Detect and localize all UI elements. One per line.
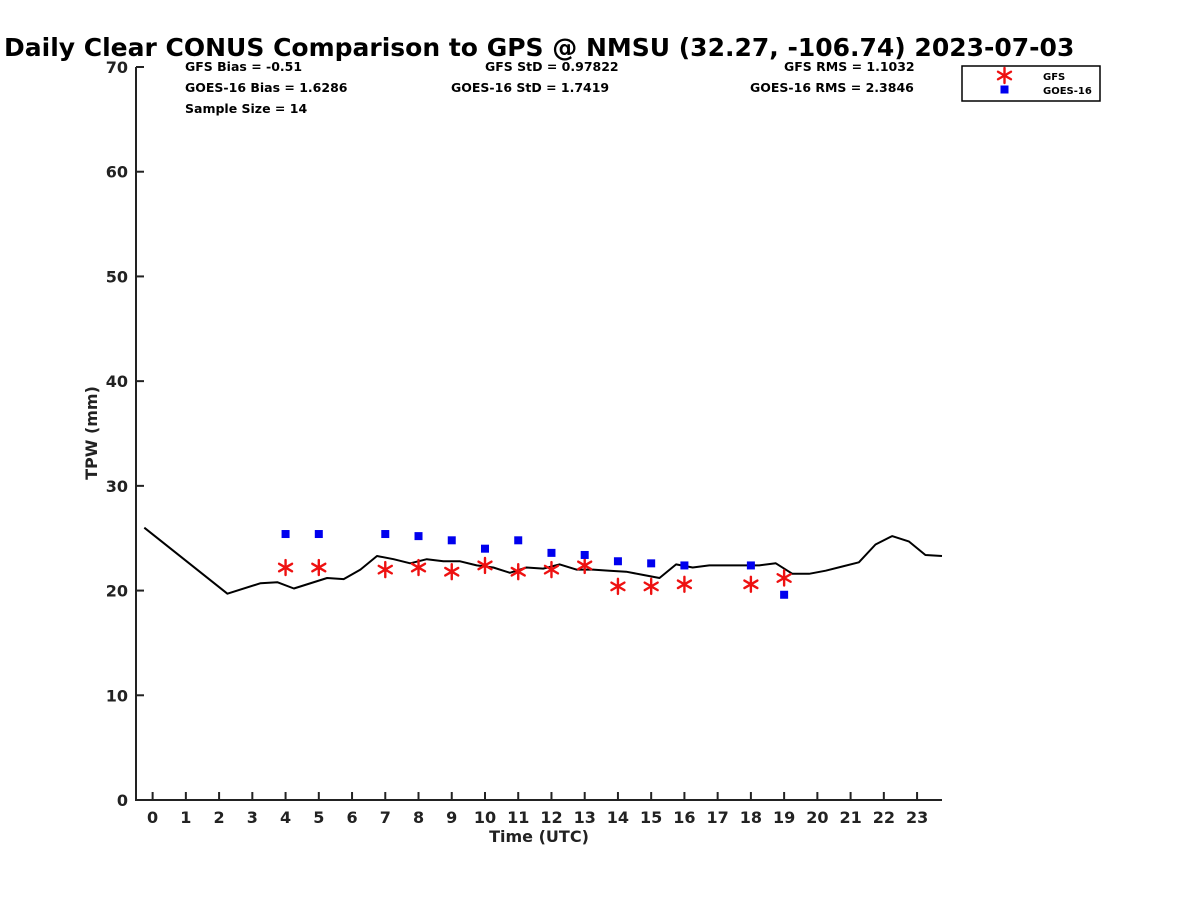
legend-gfs-asterisk xyxy=(996,66,1013,85)
gps-series-line xyxy=(143,526,943,595)
goes-16-point xyxy=(281,530,290,539)
y-tick-label: 30 xyxy=(106,477,128,496)
y-tick-label: 20 xyxy=(106,582,128,601)
goes-16-point xyxy=(314,530,323,539)
goes-16-point xyxy=(780,590,789,599)
legend-box xyxy=(961,65,1101,102)
y-tick-label: 0 xyxy=(117,791,128,810)
y-ticks: 0 10 20 30 40 50 60 70 xyxy=(106,58,144,810)
x-tick-label: 2 xyxy=(214,808,225,827)
goes-16-point xyxy=(613,557,622,566)
plot-axes xyxy=(135,67,942,801)
goes-16-point xyxy=(647,559,656,568)
chart-title: Daily Clear CONUS Comparison to GPS @ NM… xyxy=(4,33,1074,62)
x-tick-label: 8 xyxy=(413,808,424,827)
legend-gfs-label: GFS xyxy=(1043,72,1065,83)
y-tick-label: 10 xyxy=(106,686,128,705)
goes-16-point xyxy=(580,550,589,559)
x-tick-label: 1 xyxy=(180,808,191,827)
x-tick-label: 3 xyxy=(247,808,258,827)
gfs-point xyxy=(610,577,626,596)
x-tick-label: 20 xyxy=(806,808,828,827)
legend: GFS GOES-16 xyxy=(961,65,1101,102)
goes-16-point xyxy=(414,532,423,541)
gfs-point xyxy=(277,558,294,577)
x-tick-label: 5 xyxy=(313,808,324,827)
legend-gfs-marker xyxy=(996,66,1013,85)
x-tick-label: 4 xyxy=(280,808,291,827)
y-tick-label: 50 xyxy=(106,267,128,286)
x-ticks: 0 1 2 3 4 5 6 7 8 9 10 11 12 13 14 15 16 17 18 19 20 21 22 23 xyxy=(147,792,928,827)
x-tick-label: 15 xyxy=(640,808,662,827)
gfs-point xyxy=(776,569,792,587)
gfs-point xyxy=(377,560,393,579)
gfs-point xyxy=(577,556,593,575)
x-tick-label: 12 xyxy=(540,808,562,827)
y-axis-label: TPW (mm) xyxy=(82,386,101,480)
goes-16-point xyxy=(547,548,556,557)
x-tick-label: 22 xyxy=(873,808,895,827)
x-tick-label: 13 xyxy=(574,808,596,827)
goes-std-stat: GOES-16 StD = 1.7419 xyxy=(451,80,609,95)
sample-size-stat: Sample Size = 14 xyxy=(185,101,307,116)
y-tick-label: 70 xyxy=(106,58,128,77)
x-tick-label: 0 xyxy=(147,808,158,827)
goes-16-point xyxy=(447,536,456,545)
x-tick-label: 6 xyxy=(346,808,357,827)
gfs-point xyxy=(676,575,693,593)
goes-rms-stat: GOES-16 RMS = 2.3846 xyxy=(750,80,914,95)
x-tick-label: 21 xyxy=(839,808,861,827)
goes-16-point xyxy=(381,530,390,539)
gfs-point xyxy=(444,563,460,581)
x-tick-label: 14 xyxy=(607,808,629,827)
x-tick-label: 18 xyxy=(740,808,762,827)
x-tick-label: 7 xyxy=(380,808,391,827)
y-tick-label: 60 xyxy=(106,163,128,182)
goes-16-point xyxy=(746,561,755,570)
x-tick-label: 10 xyxy=(474,808,496,827)
gfs-point xyxy=(510,563,526,581)
gfs-point xyxy=(410,558,427,577)
x-tick-label: 23 xyxy=(906,808,928,827)
gfs-rms-stat: GFS RMS = 1.1032 xyxy=(784,59,915,74)
legend-goes-label: GOES-16 xyxy=(1043,86,1092,97)
gfs-bias-stat: GFS Bias = -0.51 xyxy=(185,59,302,74)
gfs-point xyxy=(743,575,759,593)
x-tick-label: 11 xyxy=(507,808,529,827)
gfs-point xyxy=(311,558,327,577)
x-tick-label: 19 xyxy=(773,808,795,827)
goes-bias-stat: GOES-16 Bias = 1.6286 xyxy=(185,80,348,95)
x-tick-label: 16 xyxy=(673,808,695,827)
gfs-std-stat: GFS StD = 0.97822 xyxy=(485,59,619,74)
legend-goes-marker xyxy=(1000,85,1009,94)
gfs-point xyxy=(477,556,493,575)
x-axis-label: Time (UTC) xyxy=(489,827,589,846)
y-tick-label: 40 xyxy=(106,372,128,391)
gfs-point xyxy=(543,560,560,579)
x-tick-label: 17 xyxy=(707,808,729,827)
goes-16-point xyxy=(514,536,523,545)
series-layer xyxy=(143,526,943,599)
goes-16-point xyxy=(680,561,689,570)
x-tick-label: 9 xyxy=(446,808,457,827)
goes-16-point xyxy=(480,544,489,553)
gfs-point xyxy=(643,577,659,596)
